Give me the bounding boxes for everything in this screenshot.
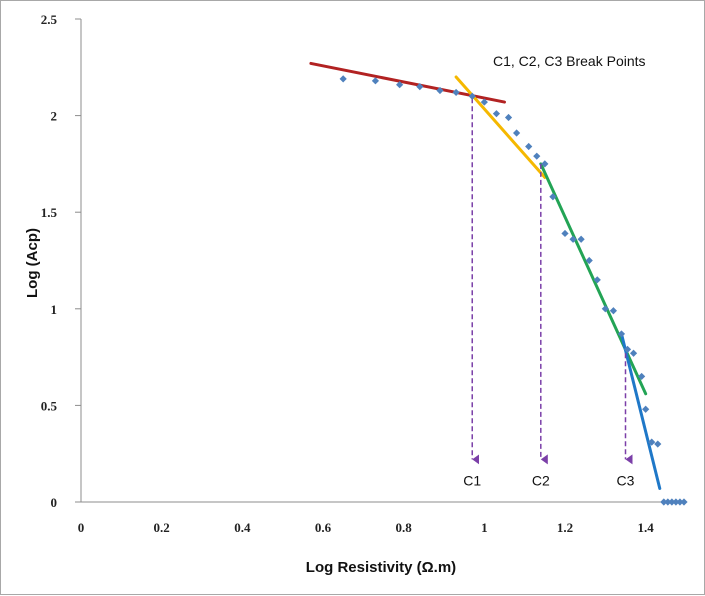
fit-lines [309, 61, 662, 490]
data-point [492, 110, 501, 118]
data-point [549, 193, 557, 201]
y-tick-label: 2.5 [41, 12, 58, 27]
data-point [436, 86, 444, 95]
y-tick-label: 0.5 [41, 398, 58, 413]
x-tick-label: 0.6 [315, 520, 332, 535]
data-point [468, 92, 476, 100]
data-point [541, 160, 549, 168]
break-point-markers: C1 C2 C3 [463, 98, 635, 488]
x-ticks: 0 0.2 0.4 0.6 0.8 1 1.2 1.4 [78, 520, 655, 535]
data-points [339, 75, 688, 506]
x-tick-label: 0.2 [154, 520, 170, 535]
data-point [452, 88, 460, 97]
data-point [601, 305, 609, 313]
data-point [668, 498, 676, 506]
x-tick-label: 1.4 [638, 520, 655, 535]
y-tick-label: 1 [51, 302, 58, 317]
data-point [585, 256, 593, 265]
data-point [513, 129, 521, 137]
break-label-c1: C1 [463, 472, 481, 488]
data-point [654, 440, 662, 448]
data-point [416, 83, 424, 91]
break-label-c2: C2 [532, 472, 550, 488]
y-ticks: 0 0.5 1 1.5 2 2.5 [41, 12, 81, 510]
x-tick-label: 0 [78, 520, 85, 535]
data-point [660, 498, 668, 506]
data-point [609, 307, 617, 315]
data-point [638, 372, 646, 381]
break-label-c3: C3 [617, 472, 635, 488]
fit-line-segment-2 [454, 75, 547, 179]
x-tick-label: 1.2 [557, 520, 573, 535]
x-tick-label: 0.8 [396, 520, 413, 535]
fit-line-segment-3 [539, 162, 648, 396]
x-tick-label: 0.4 [234, 520, 251, 535]
y-tick-label: 0 [51, 495, 58, 510]
data-point [664, 498, 672, 506]
data-point [623, 345, 632, 353]
data-point [617, 330, 626, 338]
data-point [504, 113, 513, 122]
data-point [648, 438, 656, 446]
x-tick-label: 1 [481, 520, 488, 535]
y-tick-label: 2 [51, 109, 58, 124]
data-point [569, 235, 577, 243]
data-point [577, 235, 585, 243]
x-axis-title: Log Resistivity (Ω.m) [306, 559, 456, 576]
data-point [593, 276, 601, 284]
annotation-break-points: C1, C2, C3 Break Points [493, 53, 646, 69]
fit-line-segment-4 [619, 332, 662, 490]
y-axis-title: Log (Acp) [24, 228, 41, 298]
data-point [561, 229, 569, 238]
y-tick-label: 1.5 [41, 205, 58, 220]
data-point [480, 98, 488, 106]
data-point [396, 81, 404, 89]
data-point [339, 75, 347, 83]
data-point [525, 142, 533, 151]
data-point [680, 498, 688, 506]
data-point [533, 152, 541, 160]
data-point [371, 77, 380, 85]
data-point [672, 498, 680, 506]
data-point [642, 405, 650, 413]
data-point [676, 498, 684, 506]
data-point [629, 349, 638, 357]
